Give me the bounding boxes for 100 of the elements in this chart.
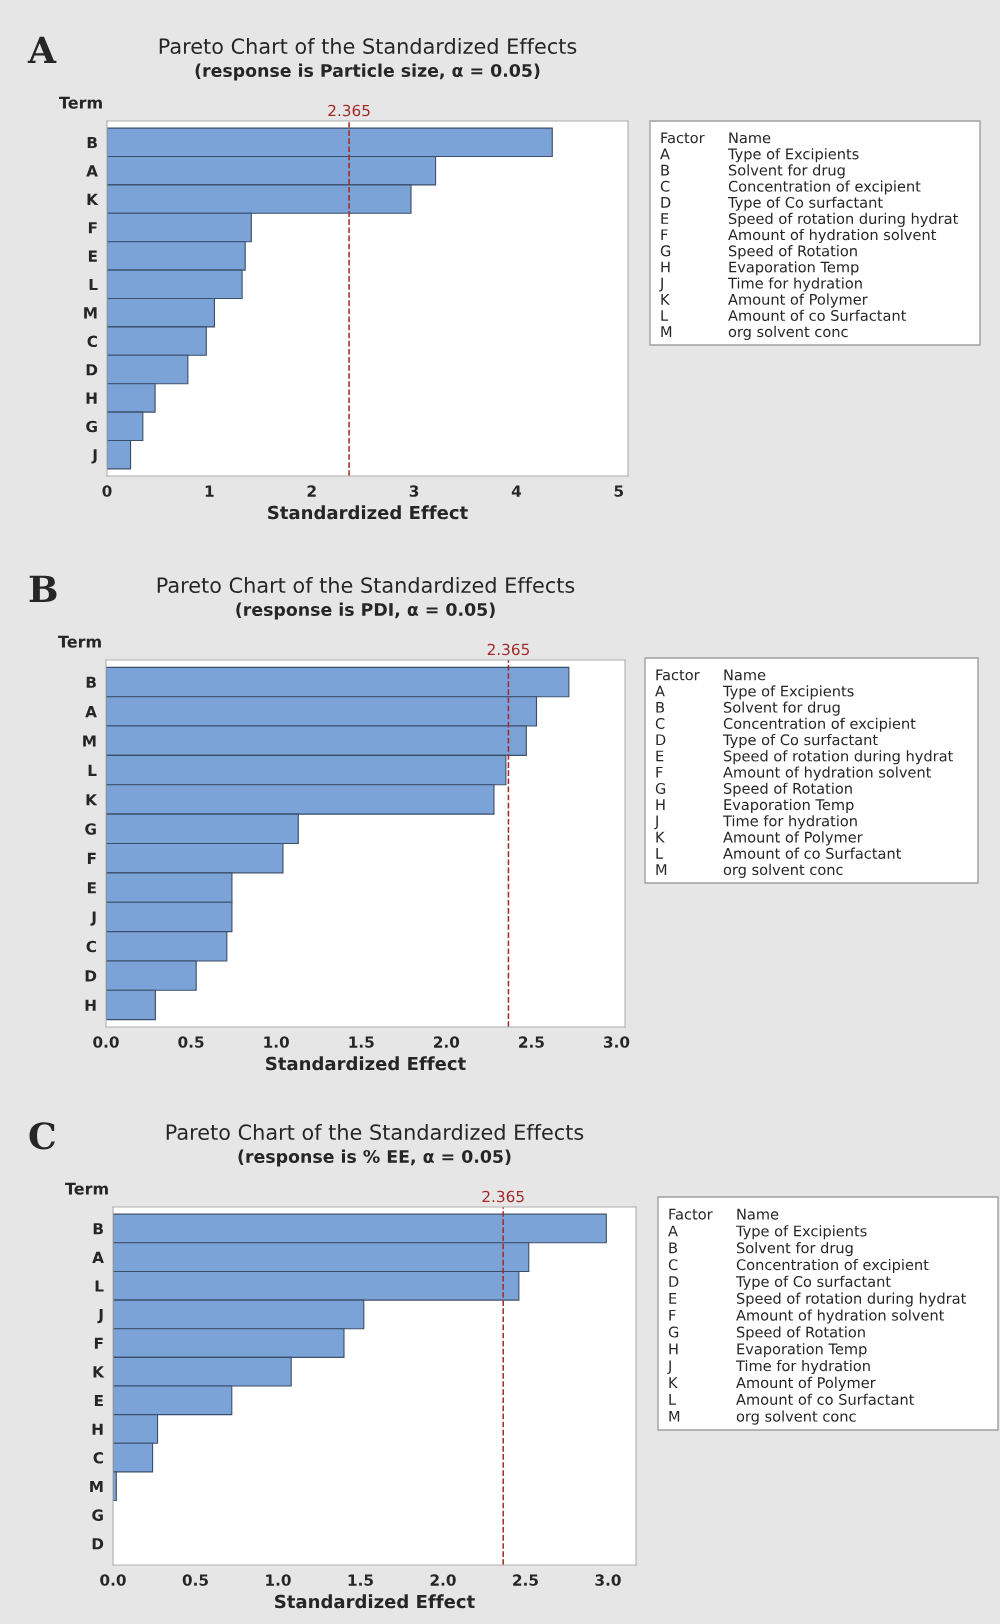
text: A — [668, 1225, 678, 1237]
text: M — [661, 326, 672, 337]
y-tick-label: B — [86, 676, 96, 688]
text: Type of Excipients — [735, 1225, 867, 1240]
y-tick-label: K — [87, 193, 99, 205]
y-tick-label: M — [90, 1480, 103, 1493]
text: Speed of rotation during hydrat — [728, 212, 958, 227]
y-tick-label: B — [87, 136, 97, 149]
text: Speed of rotation during hydrat — [736, 1292, 966, 1307]
text: D — [661, 197, 671, 208]
text: Amount of hydration solvent — [736, 1309, 945, 1324]
text: Type of Excipients — [727, 148, 859, 163]
x-tick-label: 5 — [614, 485, 624, 497]
text: Type of Excipients — [722, 685, 854, 700]
text: F — [661, 229, 668, 241]
text: B — [661, 164, 669, 176]
y-tick-label: F — [94, 1337, 103, 1349]
text: B — [656, 701, 664, 713]
chart-title: Pareto Chart of the Standardized Effects — [166, 1123, 584, 1141]
ref-line-label: 2.365 — [328, 104, 370, 117]
text: D — [656, 734, 666, 746]
x-tick-label: 0 — [102, 485, 112, 497]
x-axis-title: Standardized Effect — [268, 505, 468, 520]
text: Factor — [656, 669, 700, 681]
text: F — [669, 1309, 676, 1321]
y-tick-label: G — [86, 420, 97, 433]
chart-subtitle: (response is % EE, α = 0.05) — [238, 1149, 511, 1167]
y-tick-label: J — [90, 911, 96, 926]
y-tick-label: G — [85, 823, 96, 835]
text: F — [656, 766, 663, 778]
text: Speed of Rotation — [736, 1326, 865, 1341]
x-tick-label: 1.0 — [266, 1574, 291, 1586]
x-tick-label: 2.5 — [519, 1036, 544, 1048]
x-tick-label: 2.5 — [513, 1574, 538, 1586]
y-tick-label: E — [87, 882, 96, 894]
text: Speed of Rotation — [728, 245, 857, 260]
text: Time for hydration — [735, 1359, 870, 1375]
chart-subtitle: (response is Particle size, α = 0.05) — [195, 63, 540, 81]
text: H — [669, 1343, 678, 1355]
text: org solvent conc — [736, 1410, 856, 1425]
x-tick-label: 0.5 — [182, 1574, 208, 1586]
chart-title: Pareto Chart of the Standardized Effects — [157, 576, 575, 594]
text: M — [656, 864, 667, 875]
y-tick-label: C — [86, 940, 96, 953]
y-tick-label: G — [92, 1509, 103, 1521]
x-tick-label: 2 — [307, 485, 316, 497]
text: E — [669, 1293, 677, 1304]
text: Amount of co Surfactant — [723, 847, 902, 859]
text: D — [669, 1276, 679, 1287]
text: L — [669, 1394, 677, 1405]
y-tick-label: L — [88, 764, 97, 776]
y-tick-label: M — [83, 735, 96, 747]
text: Evaporation Temp — [737, 1343, 867, 1358]
text: Concentration of excipient — [728, 180, 921, 195]
text: Concentration of excipient — [736, 1258, 929, 1274]
text: Speed of Rotation — [723, 782, 852, 797]
text: Solvent for drug — [736, 1242, 853, 1257]
y-tick-label: A — [86, 165, 98, 177]
text: A — [660, 148, 670, 160]
text: C — [655, 718, 665, 730]
text: J — [659, 277, 663, 292]
text: Name — [737, 1208, 779, 1220]
text: H — [661, 261, 670, 273]
text: K — [661, 294, 670, 305]
y-tick-label: J — [91, 449, 97, 464]
text: Solvent for drug — [728, 164, 845, 179]
y-tick-label: K — [86, 794, 98, 806]
text: C — [660, 180, 670, 192]
text: org solvent conc — [723, 863, 843, 878]
text: Amount of Polymer — [723, 831, 863, 846]
x-axis-title: Standardized Effect — [266, 1056, 466, 1071]
y-tick-label: D — [86, 364, 98, 376]
text: org solvent conc — [728, 325, 848, 340]
text: Evaporation Temp — [729, 261, 859, 276]
x-tick-label: 0.5 — [178, 1036, 204, 1048]
y-tick-label: H — [92, 1423, 103, 1435]
y-tick-label: L — [89, 278, 98, 291]
y-axis-title: Term — [58, 635, 101, 648]
y-tick-label: K — [93, 1366, 105, 1378]
y-tick-label: D — [85, 970, 97, 982]
y-axis-title: Term — [59, 96, 102, 109]
x-tick-label: 1 — [205, 485, 214, 497]
text: Amount of hydration solvent — [723, 766, 932, 781]
text: E — [661, 213, 669, 224]
text: Type of Co surfactant — [735, 1275, 891, 1290]
text: Time for hydration — [722, 815, 857, 830]
text: C — [668, 1259, 678, 1271]
text: Time for hydration — [727, 277, 862, 292]
y-tick-label: H — [85, 999, 96, 1011]
y-tick-label: F — [87, 852, 96, 864]
text: Amount of Polymer — [728, 293, 868, 308]
text: E — [656, 750, 664, 762]
text: Amount of Polymer — [736, 1376, 876, 1391]
chart-title: Pareto Chart of the Standardized Effects — [159, 37, 577, 55]
text: Type of Co surfactant — [727, 196, 883, 211]
text: Factor — [661, 132, 705, 144]
y-tick-label: A — [85, 706, 97, 718]
x-axis-title: Standardized Effect — [275, 1594, 475, 1609]
text: Factor — [669, 1208, 713, 1220]
text: Amount of hydration solvent — [728, 228, 937, 244]
